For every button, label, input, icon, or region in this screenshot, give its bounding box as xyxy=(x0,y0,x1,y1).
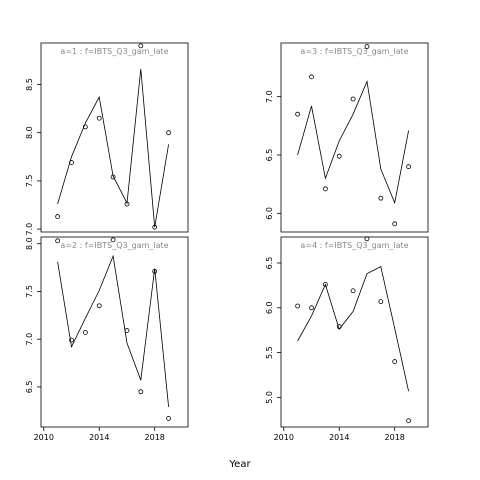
observed-point xyxy=(364,44,370,49)
observed-point xyxy=(378,195,384,201)
panel-title: a=3 : f=IBTS_Q3_gam_late xyxy=(300,47,408,56)
fitted-line xyxy=(57,254,169,407)
y-tick-label: 8.0 xyxy=(25,237,34,250)
y-tick-label: 7.0 xyxy=(25,223,34,236)
x-tick-label: 2014 xyxy=(329,433,349,442)
observed-point xyxy=(392,221,398,227)
x-tick-label: 2014 xyxy=(89,433,109,442)
observed-point xyxy=(309,74,314,80)
y-tick-label: 8.0 xyxy=(25,126,34,139)
observed-point xyxy=(152,268,158,274)
observed-point xyxy=(82,330,88,335)
observed-point xyxy=(336,324,342,330)
panel-4: a=4 : f=IBTS_Q3_gam_late 5.0 5.5 6.0 6.5 2010… xyxy=(265,236,429,442)
observed-point xyxy=(55,214,61,219)
observed-point xyxy=(322,186,328,192)
observed-point xyxy=(152,224,158,230)
observed-point xyxy=(124,201,130,207)
y-tick-label: 8.5 xyxy=(25,78,34,91)
observed-point xyxy=(55,238,61,244)
observed-point xyxy=(350,288,356,294)
y-tick-label: 5.0 xyxy=(265,391,274,404)
observed-point xyxy=(309,305,314,311)
y-tick-label: 6.5 xyxy=(265,257,274,270)
panels: a=1 : f=IBTS_Q3_gam_late 7.0 7.5 8.0 8.5 a=3 … xyxy=(25,42,429,442)
x-tick-label: 2010 xyxy=(34,433,54,442)
observed-point xyxy=(350,96,356,102)
observed-point xyxy=(124,328,130,333)
observed-point xyxy=(166,416,171,421)
observed-point xyxy=(295,111,301,117)
observed-point xyxy=(138,43,144,49)
y-tick-label: 6.5 xyxy=(265,149,274,162)
observed-point xyxy=(96,303,102,309)
y-tick-label: 7.0 xyxy=(25,333,34,346)
observed-point xyxy=(110,174,116,180)
y-tick-label: 7.5 xyxy=(25,175,34,188)
observed-point xyxy=(110,237,116,243)
y-tick-label: 7.5 xyxy=(25,285,34,298)
observed-point xyxy=(406,418,411,424)
y-tick-label: 5.5 xyxy=(265,346,274,359)
y-tick-label: 6.0 xyxy=(265,301,274,314)
observed-point xyxy=(295,303,301,309)
plot-frame xyxy=(280,236,429,428)
x-axis-label: Year xyxy=(228,459,251,470)
observed-point xyxy=(82,124,88,130)
fitted-line xyxy=(57,68,169,228)
panel-title: a=2 : f=IBTS_Q3_gam_late xyxy=(60,241,168,250)
observed-point xyxy=(69,337,74,343)
observed-point xyxy=(378,299,384,304)
y-tick-label: 7.0 xyxy=(265,90,274,103)
observed-point xyxy=(392,359,398,364)
observed-point xyxy=(166,130,171,136)
panel-3: a=2 : f=IBTS_Q3_gam_late 6.5 7.0 7.5 8.0 2010… xyxy=(25,236,189,442)
plot-frame xyxy=(40,42,189,233)
x-tick-label: 2018 xyxy=(145,433,165,442)
fitted-line xyxy=(297,266,409,392)
observed-point xyxy=(138,389,144,395)
fitted-line xyxy=(297,80,409,205)
panel-title: a=4 : f=IBTS_Q3_gam_late xyxy=(300,241,408,250)
observed-point xyxy=(322,282,328,287)
observed-point xyxy=(406,164,411,170)
plot-frame xyxy=(280,42,429,233)
observed-point xyxy=(364,236,370,242)
y-tick-label: 6.5 xyxy=(25,381,34,394)
x-tick-label: 2010 xyxy=(274,433,294,442)
observed-point xyxy=(69,160,74,165)
panel-title: a=1 : f=IBTS_Q3_gam_late xyxy=(60,47,168,56)
panel-2: a=3 : f=IBTS_Q3_gam_late 6.0 6.5 7.0 xyxy=(265,42,429,233)
plot-frame xyxy=(40,236,189,428)
observed-point xyxy=(96,115,102,121)
panel-1: a=1 : f=IBTS_Q3_gam_late 7.0 7.5 8.0 8.5 xyxy=(25,42,189,236)
observed-point xyxy=(336,153,342,159)
y-tick-label: 6.0 xyxy=(265,207,274,220)
x-tick-label: 2018 xyxy=(385,433,405,442)
